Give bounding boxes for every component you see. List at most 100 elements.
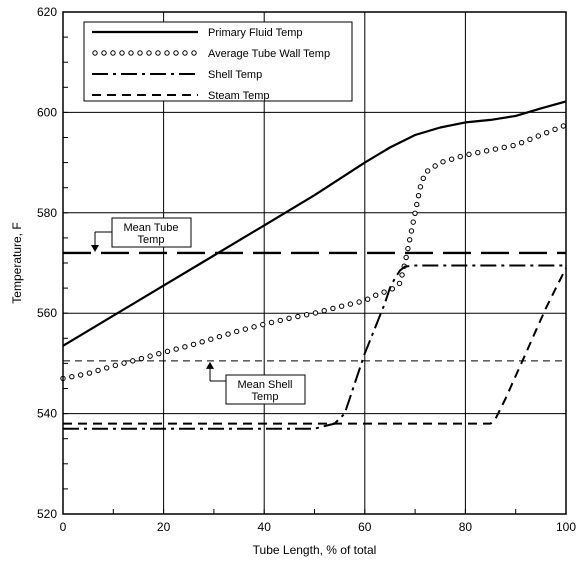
series-line-shell-temp <box>63 264 566 430</box>
point-average-tube-wall-temp <box>475 149 481 156</box>
legend-marker-average-tube-wall-temp <box>155 50 161 56</box>
point-average-tube-wall-temp <box>69 373 75 380</box>
legend: Primary Fluid Temp Average Tube Wall Temp… <box>83 21 353 102</box>
legend-marker-average-tube-wall-temp <box>92 50 98 56</box>
y-tick-label: 620 <box>37 5 57 19</box>
mean-shell-temp-callout-text: Mean Shell <box>237 379 292 391</box>
x-tick-label: 60 <box>358 520 372 534</box>
point-average-tube-wall-temp <box>303 312 310 318</box>
point-average-tube-wall-temp <box>347 301 354 307</box>
mean-tube-temp-arrowhead <box>91 244 99 252</box>
point-average-tube-wall-temp <box>199 339 205 345</box>
point-average-tube-wall-temp <box>448 156 455 162</box>
legend-label-primary-fluid-temp: Primary Fluid Temp <box>208 27 303 39</box>
y-tick-label: 580 <box>37 206 57 220</box>
point-average-tube-wall-temp <box>156 351 162 357</box>
point-average-tube-wall-temp <box>356 299 362 305</box>
legend-marker-average-tube-wall-temp <box>128 50 134 56</box>
legend-marker-average-tube-wall-temp <box>182 50 188 56</box>
point-average-tube-wall-temp <box>372 292 379 298</box>
point-average-tube-wall-temp <box>268 319 275 326</box>
point-average-tube-wall-temp <box>321 307 327 314</box>
point-average-tube-wall-temp <box>414 201 420 208</box>
point-average-tube-wall-temp <box>286 315 292 321</box>
point-average-tube-wall-temp <box>260 321 266 328</box>
point-average-tube-wall-temp <box>164 348 171 355</box>
x-tick-label: 100 <box>556 520 576 534</box>
legend-label-steam-temp: Steam Temp <box>208 90 270 102</box>
y-tick-label: 600 <box>37 105 57 119</box>
point-average-tube-wall-temp <box>121 360 127 366</box>
point-average-tube-wall-temp <box>208 336 214 342</box>
series-line-primary-fluid-temp <box>62 100 567 347</box>
point-average-tube-wall-temp <box>233 328 240 335</box>
point-average-tube-wall-temp <box>86 370 93 376</box>
x-tick-label: 0 <box>60 520 67 534</box>
point-average-tube-wall-temp <box>312 310 319 316</box>
legend-label-shell-temp: Shell Temp <box>208 69 262 81</box>
point-average-tube-wall-temp <box>492 146 499 152</box>
y-tick-label: 540 <box>37 407 57 421</box>
legend-marker-average-tube-wall-temp <box>119 50 125 56</box>
mean-tube-temp-callout-text: Temp <box>138 234 165 246</box>
legend-marker-average-tube-wall-temp <box>101 50 107 56</box>
legend-marker-average-tube-wall-temp <box>110 50 116 56</box>
point-average-tube-wall-temp <box>251 324 257 330</box>
point-average-tube-wall-temp <box>190 341 197 348</box>
legend-box <box>83 21 353 102</box>
legend-marker-average-tube-wall-temp <box>164 50 170 56</box>
point-average-tube-wall-temp <box>560 123 567 129</box>
point-average-tube-wall-temp <box>552 126 558 133</box>
point-average-tube-wall-temp <box>410 219 416 225</box>
legend-marker-average-tube-wall-temp <box>191 50 197 56</box>
point-average-tube-wall-temp <box>420 175 426 182</box>
point-average-tube-wall-temp <box>138 355 145 362</box>
point-average-tube-wall-temp <box>225 331 231 337</box>
point-average-tube-wall-temp <box>216 333 223 340</box>
point-average-tube-wall-temp <box>277 317 283 324</box>
point-average-tube-wall-temp <box>535 133 542 139</box>
point-average-tube-wall-temp <box>415 192 422 199</box>
point-average-tube-wall-temp <box>510 142 516 149</box>
legend-marker-average-tube-wall-temp <box>173 50 179 56</box>
mean-shell-temp-callout-box <box>225 374 306 405</box>
point-average-tube-wall-temp <box>440 159 446 165</box>
point-average-tube-wall-temp <box>457 153 463 160</box>
point-average-tube-wall-temp <box>417 184 424 190</box>
x-tick-label: 80 <box>459 520 473 534</box>
mean-shell-temp-arrowhead <box>206 361 214 369</box>
point-average-tube-wall-temp <box>103 365 110 371</box>
point-average-tube-wall-temp <box>130 358 136 364</box>
y-axis-label: Temperature, F <box>10 222 24 303</box>
y-tick-label: 520 <box>37 507 57 521</box>
point-average-tube-wall-temp <box>412 210 418 217</box>
x-tick-label: 40 <box>258 520 272 534</box>
point-average-tube-wall-temp <box>338 303 345 309</box>
point-average-tube-wall-temp <box>147 353 153 359</box>
point-average-tube-wall-temp <box>364 296 371 302</box>
point-average-tube-wall-temp <box>405 245 411 252</box>
point-average-tube-wall-temp <box>77 372 84 378</box>
point-average-tube-wall-temp <box>518 139 525 146</box>
point-average-tube-wall-temp <box>396 280 403 287</box>
point-average-tube-wall-temp <box>408 228 415 234</box>
point-average-tube-wall-temp <box>381 289 387 295</box>
point-average-tube-wall-temp <box>424 168 431 174</box>
point-average-tube-wall-temp <box>95 367 101 374</box>
mean-shell-temp-callout-text: Temp <box>252 391 279 403</box>
point-average-tube-wall-temp <box>483 148 490 154</box>
series-line-steam-temp <box>63 267 567 425</box>
point-average-tube-wall-temp <box>466 151 472 158</box>
series-lines <box>60 100 567 430</box>
point-average-tube-wall-temp <box>403 254 409 261</box>
x-axis-label: Tube Length, % of total <box>253 543 377 557</box>
plot-frame <box>62 11 567 515</box>
reference-lines <box>63 251 566 362</box>
x-tick-label: 20 <box>157 520 171 534</box>
legend-label-average-tube-wall-temp: Average Tube Wall Temp <box>208 48 330 60</box>
point-average-tube-wall-temp <box>501 144 507 151</box>
mean-tube-temp-callout-text: Mean Tube <box>123 222 178 234</box>
point-average-tube-wall-temp <box>295 313 301 320</box>
